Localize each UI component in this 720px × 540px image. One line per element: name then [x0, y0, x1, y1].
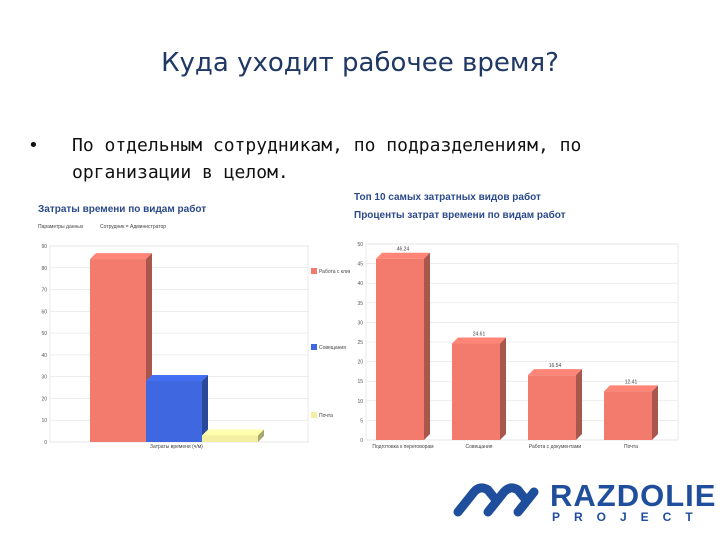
left-bar-side	[258, 429, 264, 442]
left-legend-label: Совещания	[319, 345, 346, 351]
left-y-tick-label: 30	[41, 375, 47, 381]
right-bar-front	[528, 375, 576, 440]
param-label: Параметры данных	[38, 224, 84, 230]
right-category-label: Работа с документами	[529, 444, 582, 450]
left-y-tick-label: 40	[41, 353, 47, 359]
right-category-label: Почта	[624, 444, 638, 450]
left-bar-front	[202, 435, 258, 442]
right-value-label: 24.61	[473, 332, 486, 338]
right-y-tick-label: 50	[357, 242, 363, 248]
left-legend-swatch	[311, 412, 317, 418]
right-bar	[452, 337, 506, 440]
right-chart-heading: Топ 10 самых затратных видов работ	[354, 192, 541, 203]
left-y-tick-label: 50	[41, 331, 47, 337]
right-y-tick-label: 40	[357, 281, 363, 287]
right-bar	[376, 252, 430, 440]
right-bar-side	[424, 252, 430, 440]
left-y-tick-label: 90	[41, 244, 47, 250]
right-bar-top	[528, 369, 582, 376]
right-y-tick-label: 10	[357, 399, 363, 405]
slide-title: Куда уходит рабочее время?	[161, 48, 559, 78]
right-bar-top	[604, 385, 658, 392]
chart-panel-right: Топ 10 самых затратных видов работ Проце…	[350, 186, 682, 452]
left-bar-top	[202, 429, 264, 436]
right-y-tick-label: 5	[360, 418, 363, 424]
right-y-tick-label: 15	[357, 379, 363, 385]
left-y-tick-label: 10	[41, 418, 47, 424]
left-y-tick-label: 70	[41, 288, 47, 294]
right-bar	[528, 369, 582, 440]
right-bar	[604, 385, 658, 440]
left-y-tick-label: 0	[44, 440, 47, 446]
right-bar-top	[452, 337, 506, 344]
right-bar-front	[376, 258, 424, 440]
left-bar-front	[146, 381, 202, 442]
brand-logo: RAZDOLIE PROJECT	[448, 478, 715, 524]
left-y-tick-label: 80	[41, 266, 47, 272]
right-y-tick-label: 0	[360, 438, 363, 444]
right-category-label: Совещания	[466, 444, 493, 450]
bullet-text: По отдельным сотрудникам, по подразделен…	[72, 135, 582, 183]
left-bar-side	[202, 375, 208, 442]
left-legend-label: Почта	[319, 413, 333, 419]
chart-panel-left: Затраты времени по видам работ Параметры…	[34, 196, 352, 452]
right-chart-svg: 0 5 10 15 20 25 30 35 40 45 50 46.24 Подготовка к пе…	[357, 242, 679, 450]
right-value-label: 16.54	[549, 363, 562, 369]
right-y-tick-label: 45	[357, 262, 363, 268]
right-y-tick-label: 30	[357, 320, 363, 326]
right-bar-side	[576, 369, 582, 440]
filter-label: Сотрудник = Администратор	[100, 224, 167, 230]
right-value-label: 46.24	[397, 247, 410, 253]
right-y-tick-label: 20	[357, 360, 363, 366]
brand-sub: PROJECT	[552, 510, 707, 524]
left-y-tick-label: 60	[41, 309, 47, 315]
right-bar-top	[376, 252, 430, 259]
left-bar	[202, 429, 264, 442]
right-bar-front	[604, 391, 652, 440]
left-bar	[146, 375, 208, 442]
left-bar	[90, 253, 152, 442]
right-chart-subtitle: Проценты затрат времени по видам работ	[354, 210, 566, 221]
right-y-tick-label: 35	[357, 301, 363, 307]
bullet-item: • По отдельным сотрудникам, по подраздел…	[28, 132, 668, 186]
left-chart-svg: 0 10 20 30 40 50 60 70 80 90 Работа с клиентами Сов…	[41, 244, 352, 446]
left-y-tick-label: 20	[41, 396, 47, 402]
right-category-label: Подготовка к переговорам	[372, 444, 434, 450]
left-chart-title: Затраты времени по видам работ	[38, 204, 207, 215]
brand-name: RAZDOLIE	[550, 478, 717, 513]
left-bar-front	[90, 259, 146, 442]
left-legend-swatch	[311, 344, 317, 350]
right-value-label: 12.41	[625, 379, 638, 385]
left-x-caption: Затраты времени (ч/м)	[150, 444, 203, 450]
right-bar-side	[652, 385, 658, 440]
left-legend-label: Работа с клиентами	[319, 269, 352, 275]
left-bar-top	[146, 375, 208, 382]
bullet-dot-icon: •	[28, 135, 39, 156]
right-y-tick-label: 25	[357, 340, 363, 346]
right-bar-front	[452, 343, 500, 440]
right-bar-side	[500, 337, 506, 440]
razdolie-logo-icon	[453, 483, 539, 517]
left-bar-top	[90, 253, 152, 260]
left-legend-swatch	[311, 268, 317, 274]
